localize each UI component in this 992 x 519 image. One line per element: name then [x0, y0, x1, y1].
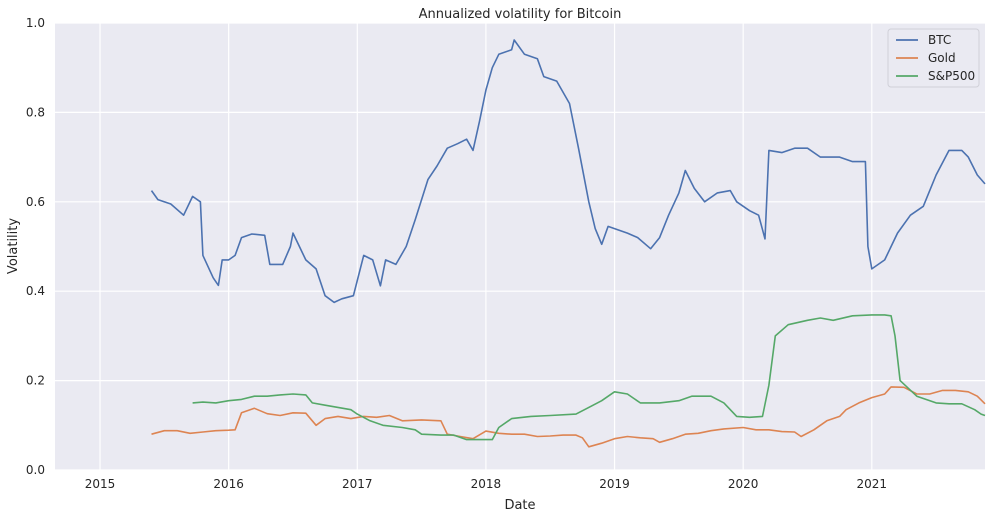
chart-title: Annualized volatility for Bitcoin — [419, 7, 622, 22]
y-axis-label: Volatility — [6, 218, 21, 274]
x-tick-label: 2016 — [213, 477, 244, 491]
x-tick-label: 2020 — [728, 477, 759, 491]
legend-label: S&P500 — [928, 69, 975, 83]
x-tick-label: 2015 — [85, 477, 116, 491]
x-axis-label: Date — [504, 498, 535, 513]
legend: BTC Gold S&P500 — [887, 28, 980, 88]
x-tick-label: 2018 — [471, 477, 502, 491]
tick-labels: 2015 2016 2017 2018 2019 2020 2021 0.0 0.2 0.4 0.6… — [26, 16, 887, 491]
series-layer — [150, 39, 986, 448]
y-tick-label: 0.6 — [26, 195, 45, 209]
x-tick-label: 2017 — [342, 477, 373, 491]
y-tick-label: 0.4 — [26, 284, 45, 298]
series-line-btc — [150, 39, 986, 304]
legend-label: Gold — [928, 51, 956, 65]
plot-background — [55, 23, 985, 470]
series-line-gold — [151, 386, 986, 448]
x-tick-label: 2019 — [599, 477, 630, 491]
gridlines — [55, 22, 985, 471]
series-line-sp500 — [192, 314, 986, 441]
legend-box — [887, 28, 980, 88]
y-tick-label: 0.0 — [26, 463, 45, 477]
y-tick-label: 0.2 — [26, 374, 45, 388]
y-tick-label: 1.0 — [26, 16, 45, 30]
x-tick-label: 2021 — [857, 477, 888, 491]
y-tick-label: 0.8 — [26, 105, 45, 119]
legend-label: BTC — [928, 33, 951, 47]
